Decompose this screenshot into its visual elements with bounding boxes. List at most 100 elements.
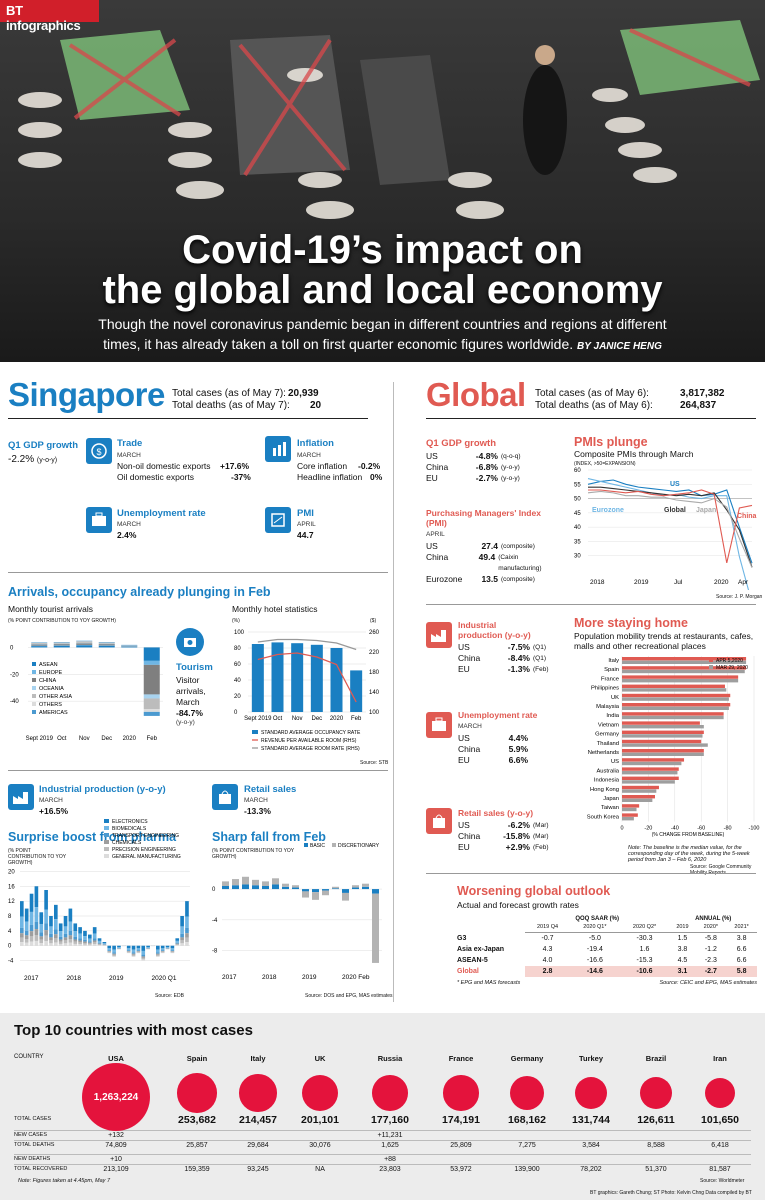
gl-unemp-month: MARCH [458,723,482,730]
pharma-bar-segment [44,923,48,931]
tourist-legend-swatch [32,710,36,714]
pharma-bar-segment [160,945,165,949]
source-edb: Source: EDB [155,993,184,999]
pharma-bar-segment [83,944,87,946]
stat-row: China 5.9% [458,744,528,755]
hotel-left-unit: (%) [232,618,240,624]
pharma-bar-segment [97,943,102,945]
tourist-bar-segment [53,642,70,644]
pharma-bar-segment [44,930,48,936]
retail-bar-segment [302,891,309,898]
top10-row-divider [14,1130,751,1131]
pharma-bar-segment [78,927,82,934]
pharma-bar-segment [185,937,189,943]
pharma-bar-segment [141,956,146,958]
pharma-bar-segment [68,921,73,931]
pharma-bar-segment [68,908,73,922]
pharma-bar-segment [131,952,136,954]
mobility-country-label: South Korea [587,814,620,820]
svg-text:$: $ [96,447,101,457]
pharma-bar-segment [88,934,92,939]
pmi-xtick: Jul [674,579,683,586]
gl-unemp-title: Unemployment rate [458,710,538,720]
pharma-bar-segment [131,945,136,950]
retail-bar-segment [232,885,239,890]
top10-total-cases: 168,162 [508,1114,546,1126]
tourist-xtick: Nov [79,736,90,742]
mobility-bar [622,776,679,780]
pharma-bar-segment [175,945,180,946]
pharma-bar-segment [49,937,53,941]
mobility-bar [622,712,724,716]
retail-fall-title: Sharp fall from Feb [212,830,326,844]
stat-note: (Q1) [533,644,546,651]
pharma-ytick: 16 [8,884,15,890]
tourist-bar-segment [53,644,70,646]
pharma-bar-segment [20,933,24,938]
hotel-xtick: Feb [351,716,362,722]
top10-new-cases: +11,231 [377,1132,403,1139]
pharma-bar-segment [141,957,146,960]
pharma-bar-segment [63,926,68,934]
tourist-bar-segment [98,644,115,646]
hotel-stats-chart: 0 20 40 60 80 100 100 140 180 220 260 Sept 2019 Oct N… [234,630,380,752]
hotel-y2tick: 100 [369,710,380,716]
top10-case-bubble [704,1077,736,1109]
pharma-bar-segment [112,952,116,954]
pmi-chart-axis: (INDEX, >50=EXPANSION) [574,461,636,467]
mobility-bar [622,721,700,725]
stat-country: China [458,653,481,663]
outlook-row: Asia ex-Japan 4.3 -19.4 1.6 3.8 -1.2 6.6 [457,944,757,955]
core-inflation-label: Core inflation [297,461,348,471]
pharma-bar-segment [78,942,82,945]
mobility-bar [622,789,657,793]
mobility-bar [622,780,675,784]
pmi-xtick: Apr [738,579,749,586]
pharma-bar-segment [44,935,48,942]
outlook-cell: 6.6 [736,956,747,964]
outlook-title: Worsening global outlook [457,884,611,898]
outlook-cell: 3.8 [677,945,688,953]
tourist-legend-swatch [32,694,36,698]
mobility-sub: Population mobility trends at restaurant… [574,631,754,651]
mobility-bar [622,771,678,775]
retail-legend-label: BASIC [310,843,325,849]
retail-xtick: 2018 [262,974,277,981]
pharma-bar-segment [68,939,73,943]
stat-note: (Caixin manufacturing) [498,554,542,572]
pharma-bar-segment [160,951,165,952]
pharma-bar-segment [34,940,39,946]
pharma-ytick: -4 [8,959,14,965]
nodx-label: Non-oil domestic exports [117,461,211,471]
top10-total-deaths: 7,275 [518,1142,536,1149]
top10-case-bubble [82,1063,150,1131]
mobility-bar [622,703,731,707]
headline-inflation-value: 0% [370,472,383,482]
outlook-cell: -10.6 [619,965,670,977]
mobility-bar [622,660,747,664]
pharma-bar-segment [63,940,68,944]
mobility-bar [622,657,747,661]
pharma-bar-segment [83,939,87,942]
tourist-bar-segment [98,645,115,648]
gl-divider [426,418,756,419]
pharma-bar-segment [180,940,184,944]
pharma-bar-segment [29,931,34,937]
tourist-bar-segment [76,641,93,643]
sg-ip-month: MARCH [39,797,63,804]
retail-bar-segment [282,886,289,890]
stat-country: EU [458,664,470,674]
pharma-bar-segment [175,944,180,946]
pharma-ytick: 8 [8,914,12,920]
pharma-bar-segment [180,933,184,938]
stat-country: US [458,820,470,830]
mobility-bar [622,734,703,738]
odx-value: -37% [231,472,251,482]
hotel-ytick: 60 [234,662,241,668]
mobility-bar [622,804,640,808]
top10-source: Source: Worldmeter [700,1178,745,1184]
pharma-bar-segment [73,936,78,940]
outlook-cell: 1.6 [639,945,650,953]
pharma-bar-segment [170,952,175,954]
top10-total-recovered: 51,370 [645,1166,667,1173]
